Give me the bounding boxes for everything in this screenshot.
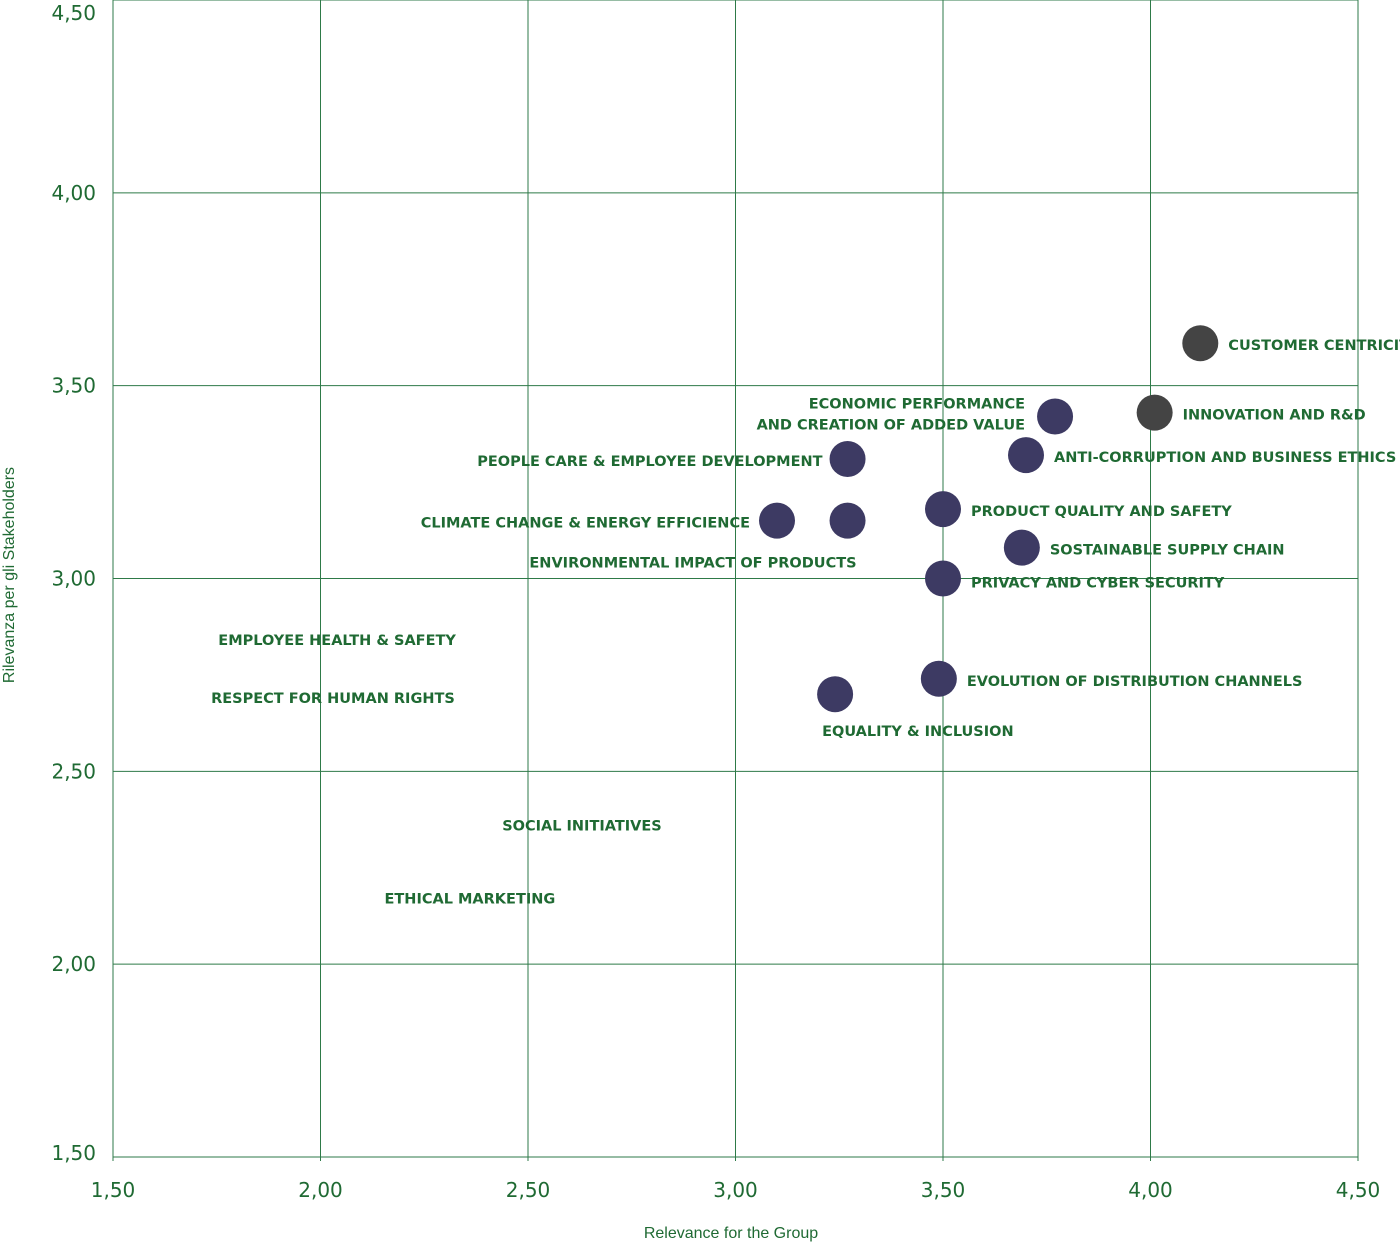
y-tick-label: 3,50 bbox=[51, 374, 96, 398]
data-point bbox=[759, 502, 795, 539]
data-label: CLIMATE CHANGE & ENERGY EFFICIENCE bbox=[421, 516, 750, 532]
x-tick-label: 1,50 bbox=[91, 1178, 136, 1202]
data-label: EQUALITY & INCLUSION bbox=[822, 724, 1014, 740]
data-label: ECONOMIC PERFORMANCE AND CREATION OF ADDE… bbox=[757, 397, 1025, 434]
x-tick-label: 2,50 bbox=[506, 1178, 551, 1202]
data-point bbox=[920, 660, 957, 697]
y-tick-label: 4,50 bbox=[51, 1, 96, 25]
data-points bbox=[759, 325, 1219, 713]
x-tick-label: 4,50 bbox=[1336, 1178, 1381, 1202]
data-label: ANTI-CORRUPTION AND BUSINESS ETHICS bbox=[1054, 450, 1396, 466]
x-tick-label: 3,00 bbox=[713, 1178, 758, 1202]
x-axis-ticks: 1,50 2,00 2,50 3,00 3,50 4,00 4,50 bbox=[91, 1178, 1381, 1202]
data-label: ETHICAL MARKETING bbox=[385, 892, 556, 908]
y-axis-ticks: 1,50 2,00 2,50 3,00 3,50 4,00 4,50 bbox=[51, 1, 96, 1165]
x-tick-label: 3,50 bbox=[921, 1178, 966, 1202]
x-tick-label: 2,00 bbox=[298, 1178, 343, 1202]
data-label: RESPECT FOR HUMAN RIGHTS bbox=[211, 691, 455, 707]
data-point bbox=[925, 560, 961, 597]
data-label: SOCIAL INITIATIVES bbox=[502, 818, 661, 834]
data-label: PEOPLE CARE & EMPLOYEE DEVELOPMENT bbox=[477, 454, 822, 470]
data-label: ENVIRONMENTAL IMPACT OF PRODUCTS bbox=[529, 556, 856, 572]
data-point bbox=[829, 440, 866, 477]
data-point bbox=[1003, 529, 1040, 566]
y-tick-label: 1,50 bbox=[51, 1141, 96, 1165]
y-tick-label: 2,00 bbox=[51, 952, 96, 976]
data-point bbox=[1182, 325, 1219, 362]
y-tick-label: 2,50 bbox=[51, 759, 96, 783]
x-tick-label: 4,00 bbox=[1128, 1178, 1173, 1202]
data-point bbox=[1136, 394, 1173, 431]
x-axis-title: Relevance for the Group bbox=[644, 1225, 818, 1242]
data-label: PRIVACY AND CYBER SECURITY bbox=[971, 576, 1225, 592]
data-point bbox=[817, 676, 854, 713]
data-label: EVOLUTION OF DISTRIBUTION CHANNELS bbox=[967, 674, 1303, 690]
data-labels: CUSTOMER CENTRICITY INNOVATION AND R&D ECO… bbox=[211, 338, 1400, 907]
data-label: EMPLOYEE HEALTH & SAFETY bbox=[218, 633, 456, 649]
y-tick-label: 4,00 bbox=[51, 181, 96, 205]
y-axis-title: Rilevanza per gli Stakeholders bbox=[1, 467, 18, 683]
data-label: SOSTAINABLE SUPPLY CHAIN bbox=[1050, 543, 1285, 559]
data-point bbox=[1008, 437, 1044, 474]
data-label: INNOVATION AND R&D bbox=[1183, 408, 1366, 424]
data-label: CUSTOMER CENTRICITY bbox=[1228, 338, 1400, 354]
y-tick-label: 3,00 bbox=[51, 567, 96, 591]
data-point bbox=[829, 502, 866, 539]
data-point bbox=[925, 491, 961, 528]
data-point bbox=[1037, 398, 1074, 435]
data-label: PRODUCT QUALITY AND SAFETY bbox=[971, 504, 1232, 520]
